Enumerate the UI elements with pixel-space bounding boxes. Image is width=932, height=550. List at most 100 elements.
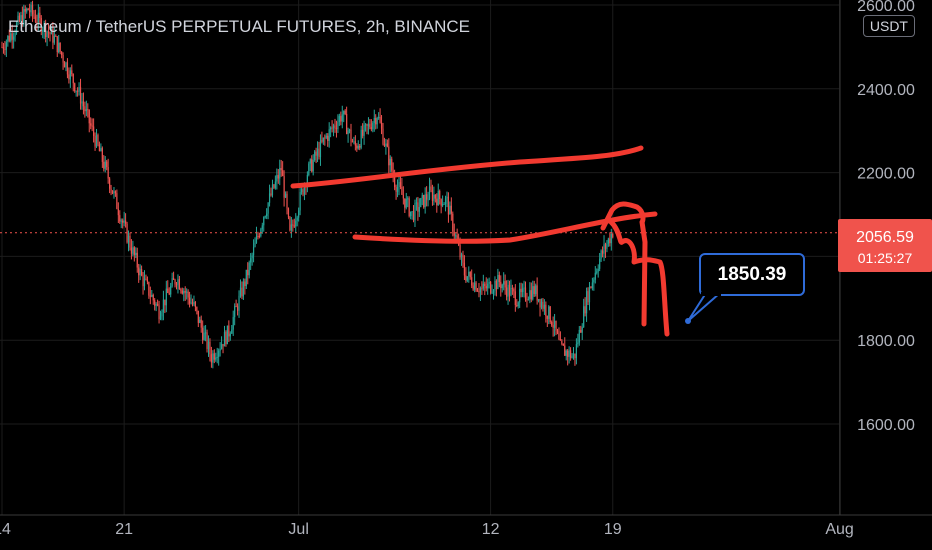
candle [346,106,348,135]
candle [241,281,243,300]
candle [363,120,365,145]
candle [408,196,410,218]
candle [114,190,117,197]
candle [376,116,378,129]
candle [162,290,165,321]
candle [244,278,246,295]
last-price-value: 2056.59 [856,229,914,246]
candle [511,284,514,295]
candle [348,128,351,134]
price-callout[interactable]: 1850.39 [685,253,805,324]
candle [46,30,48,47]
candle [482,274,484,291]
candle [571,353,573,359]
candle [206,329,208,353]
candle [145,274,147,281]
candle [503,272,505,291]
candle [497,268,499,290]
candle [136,247,138,273]
candle [437,183,439,206]
candle [287,207,290,220]
candle [242,278,244,300]
candle [129,232,131,251]
candle [85,100,87,117]
candle [159,310,162,321]
candle [7,35,9,47]
candle [199,316,201,324]
candle [580,325,582,333]
candle [335,120,338,138]
candle [8,29,10,43]
candle [539,298,541,317]
candle [175,282,178,290]
projected-drop-1 [600,201,648,327]
candle [417,196,419,221]
last-price-tag: 2056.59 01:25:27 [838,219,932,272]
candle [321,131,323,144]
candle [324,134,326,146]
candle [216,347,218,364]
candle [433,186,435,206]
candle [106,159,108,171]
currency-badge[interactable]: USDT [862,15,915,37]
candle [116,189,118,210]
candle [130,239,133,260]
candle [327,133,329,147]
candle [485,277,487,292]
candle [47,23,50,39]
price-axis[interactable]: 1600.00 1800.00 2200.00 2400.00 2600.00 [857,0,915,434]
candle [395,184,397,200]
candle [4,40,6,56]
candle [599,253,601,272]
candle [353,136,355,145]
candle [476,288,479,292]
candle [174,278,176,288]
candle [232,310,234,336]
candle [356,143,358,152]
candle [42,26,44,39]
candle [366,123,368,135]
candle [15,20,18,35]
candle [250,253,252,271]
candle [95,128,98,149]
candle [34,9,37,23]
candle [290,216,292,238]
candle [434,194,436,203]
candle [372,121,374,133]
candle [127,230,130,252]
candle [93,118,95,143]
candle [472,282,474,291]
time-axis[interactable]: 14 21 Jul 12 19 Aug [0,521,854,538]
candle [30,1,32,17]
candle [90,117,92,130]
candle [225,330,227,347]
candle [378,112,380,120]
candle [66,58,69,79]
candle [452,211,454,237]
candle [462,250,464,268]
candle [126,221,128,244]
candle [2,42,5,54]
candle [424,187,426,214]
candle [362,123,364,139]
candle [478,283,480,298]
x-tick-label: 21 [115,521,133,538]
candle [529,282,531,304]
candle [183,288,185,302]
candle [279,159,281,186]
candle [591,277,593,291]
candle [170,282,172,298]
candle [391,156,393,173]
candle [367,117,370,135]
candle [91,118,93,132]
candle [236,303,239,316]
candle [133,246,135,262]
candle [177,274,179,294]
candle [426,186,428,207]
candle [428,177,431,201]
candle [398,174,400,196]
candle [274,175,276,190]
candle [61,51,63,59]
candle [10,28,12,43]
